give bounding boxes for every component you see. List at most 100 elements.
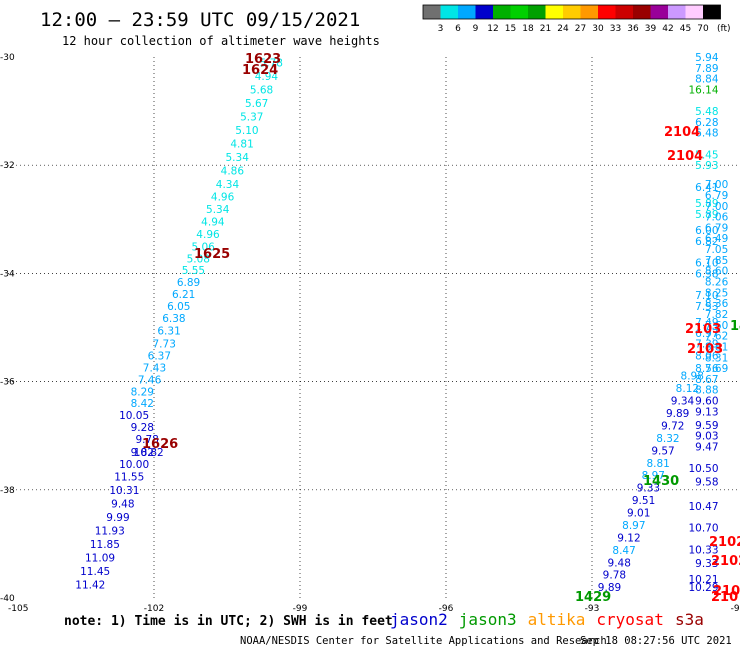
- wave-height-value: 8.81: [705, 341, 728, 353]
- wave-height-value: 8.81: [646, 458, 669, 470]
- wave-height-value: 11.42: [75, 579, 105, 591]
- wave-height-value: 5.89: [695, 209, 718, 221]
- wave-height-value: 7.82: [705, 309, 728, 321]
- time-label: 1430: [643, 474, 679, 489]
- time-label: 2103: [687, 342, 723, 357]
- wave-height-value: 5.06: [191, 241, 215, 253]
- wave-height-value: 9.59: [695, 420, 718, 432]
- wave-height-value: 6.89: [177, 277, 200, 289]
- wave-height-value: 5.34: [206, 204, 230, 216]
- time-label: 1626: [142, 437, 178, 452]
- time-label: 1624: [242, 63, 278, 78]
- wave-height-value: 5.08: [187, 253, 210, 265]
- wave-height-value: 9.58: [695, 477, 718, 489]
- wave-height-value: 8.97: [642, 470, 665, 482]
- wave-height-value: 5.78: [260, 57, 283, 69]
- wave-height-value: 5.89: [695, 198, 718, 210]
- wave-height-value: 9.33: [695, 558, 718, 570]
- wave-height-value: 6.97: [695, 328, 718, 340]
- wave-height-value: 4.94: [201, 216, 225, 228]
- wave-height-value: 16.14: [688, 84, 718, 96]
- satellite-legend-jason3: jason3: [459, 610, 517, 629]
- wave-height-value: 8.98: [681, 371, 704, 383]
- time-label: 210: [711, 590, 738, 605]
- scale-label: 9: [473, 24, 479, 34]
- scale-border: [422, 4, 721, 20]
- scale-swatch: [580, 5, 598, 19]
- y-tick-label: -38: [0, 486, 15, 496]
- wave-height-value: 10.29: [688, 582, 718, 594]
- scale-swatch: [615, 5, 633, 19]
- wave-height-value: 9.78: [135, 434, 158, 446]
- wave-height-value: 4.81: [230, 139, 253, 151]
- wave-height-value: 6.79: [705, 222, 728, 234]
- wave-height-value: 10.82: [134, 447, 164, 459]
- wave-height-value: 7.00: [705, 201, 728, 213]
- satellite-legend-altika: altika: [528, 610, 586, 629]
- wave-height-value: 9.60: [695, 396, 718, 408]
- wave-height-value: 8.56: [695, 363, 719, 375]
- scale-label: 3: [438, 24, 444, 34]
- wave-height-value: 4.86: [221, 166, 245, 178]
- wave-height-value: 9.12: [617, 532, 640, 544]
- wave-height-value: 5.67: [245, 98, 268, 110]
- wave-height-value: 8.36: [705, 298, 729, 310]
- scale-swatch: [528, 5, 546, 19]
- wave-height-value: 5.37: [240, 112, 263, 124]
- wave-height-value: 9.28: [131, 422, 154, 434]
- wave-height-value: 7.00: [705, 179, 728, 191]
- wave-height-value: 7.53: [695, 301, 718, 313]
- wave-height-value: 6.00: [695, 225, 718, 237]
- wave-height-value: 9.03: [695, 431, 718, 443]
- scale-swatch: [633, 5, 651, 19]
- x-tick-label: -90: [731, 604, 740, 614]
- wave-height-value: 7.10: [695, 290, 718, 302]
- wave-height-value: 6.10: [695, 258, 718, 270]
- wave-height-value: 9.72: [661, 420, 684, 432]
- wave-height-value: 8.97: [622, 520, 645, 532]
- wave-height-value: 10.70: [688, 523, 718, 535]
- wave-height-value: 5.93: [695, 160, 718, 172]
- satellite-legend-cryosat: cryosat: [596, 610, 663, 629]
- wave-height-value: 8.26: [705, 277, 729, 289]
- wave-height-value: 10.00: [119, 459, 149, 471]
- wave-height-value: 4.96: [211, 192, 235, 204]
- wave-height-value: 10.50: [688, 463, 718, 475]
- y-tick-label: -36: [0, 378, 15, 388]
- scale-label: 33: [610, 24, 621, 34]
- wave-height-value: 11.55: [114, 471, 144, 483]
- scale-swatch: [703, 5, 721, 19]
- y-tick-label: -30: [0, 53, 15, 63]
- scale-unit: (ft): [717, 24, 731, 34]
- wave-height-value: 5.55: [182, 265, 205, 277]
- scale-label: 21: [540, 24, 551, 34]
- wave-height-value: 9.01: [627, 508, 650, 520]
- scale-swatch: [668, 5, 686, 19]
- credit-left: NOAA/NESDIS Center for Satellite Applica…: [240, 635, 607, 647]
- satellite-legend-jason2: jason2: [390, 610, 448, 629]
- wave-height-value: 7.69: [705, 363, 728, 375]
- wave-height-value: 11.93: [95, 525, 125, 537]
- wave-height-value: 9.48: [608, 557, 631, 569]
- chart-subtitle: 12 hour collection of altimeter wave hei…: [62, 34, 380, 48]
- scale-swatch: [685, 5, 703, 19]
- wave-height-value: 9.78: [603, 570, 626, 582]
- time-label: 1429: [575, 590, 611, 605]
- scale-label: 12: [487, 24, 498, 34]
- wave-height-value: 4.94: [255, 71, 279, 83]
- wave-height-value: 8.32: [656, 433, 679, 445]
- y-tick-label: -40: [0, 594, 15, 604]
- note-text: note: 1) Time is in UTC; 2) SWH is in fe…: [64, 614, 393, 629]
- scale-swatch: [475, 5, 493, 19]
- time-label: 1625: [194, 247, 230, 262]
- wave-height-value: 6.31: [157, 326, 180, 338]
- wave-height-value: 6.41: [695, 182, 718, 194]
- wave-height-value: 9.13: [695, 406, 718, 418]
- scale-label: 18: [522, 24, 534, 34]
- x-tick-label: -96: [439, 604, 454, 614]
- wave-height-value: 6.79: [705, 190, 728, 202]
- wave-height-value: 11.85: [90, 539, 120, 551]
- wave-height-value: 10.47: [688, 501, 718, 513]
- grid-lines: [8, 57, 738, 598]
